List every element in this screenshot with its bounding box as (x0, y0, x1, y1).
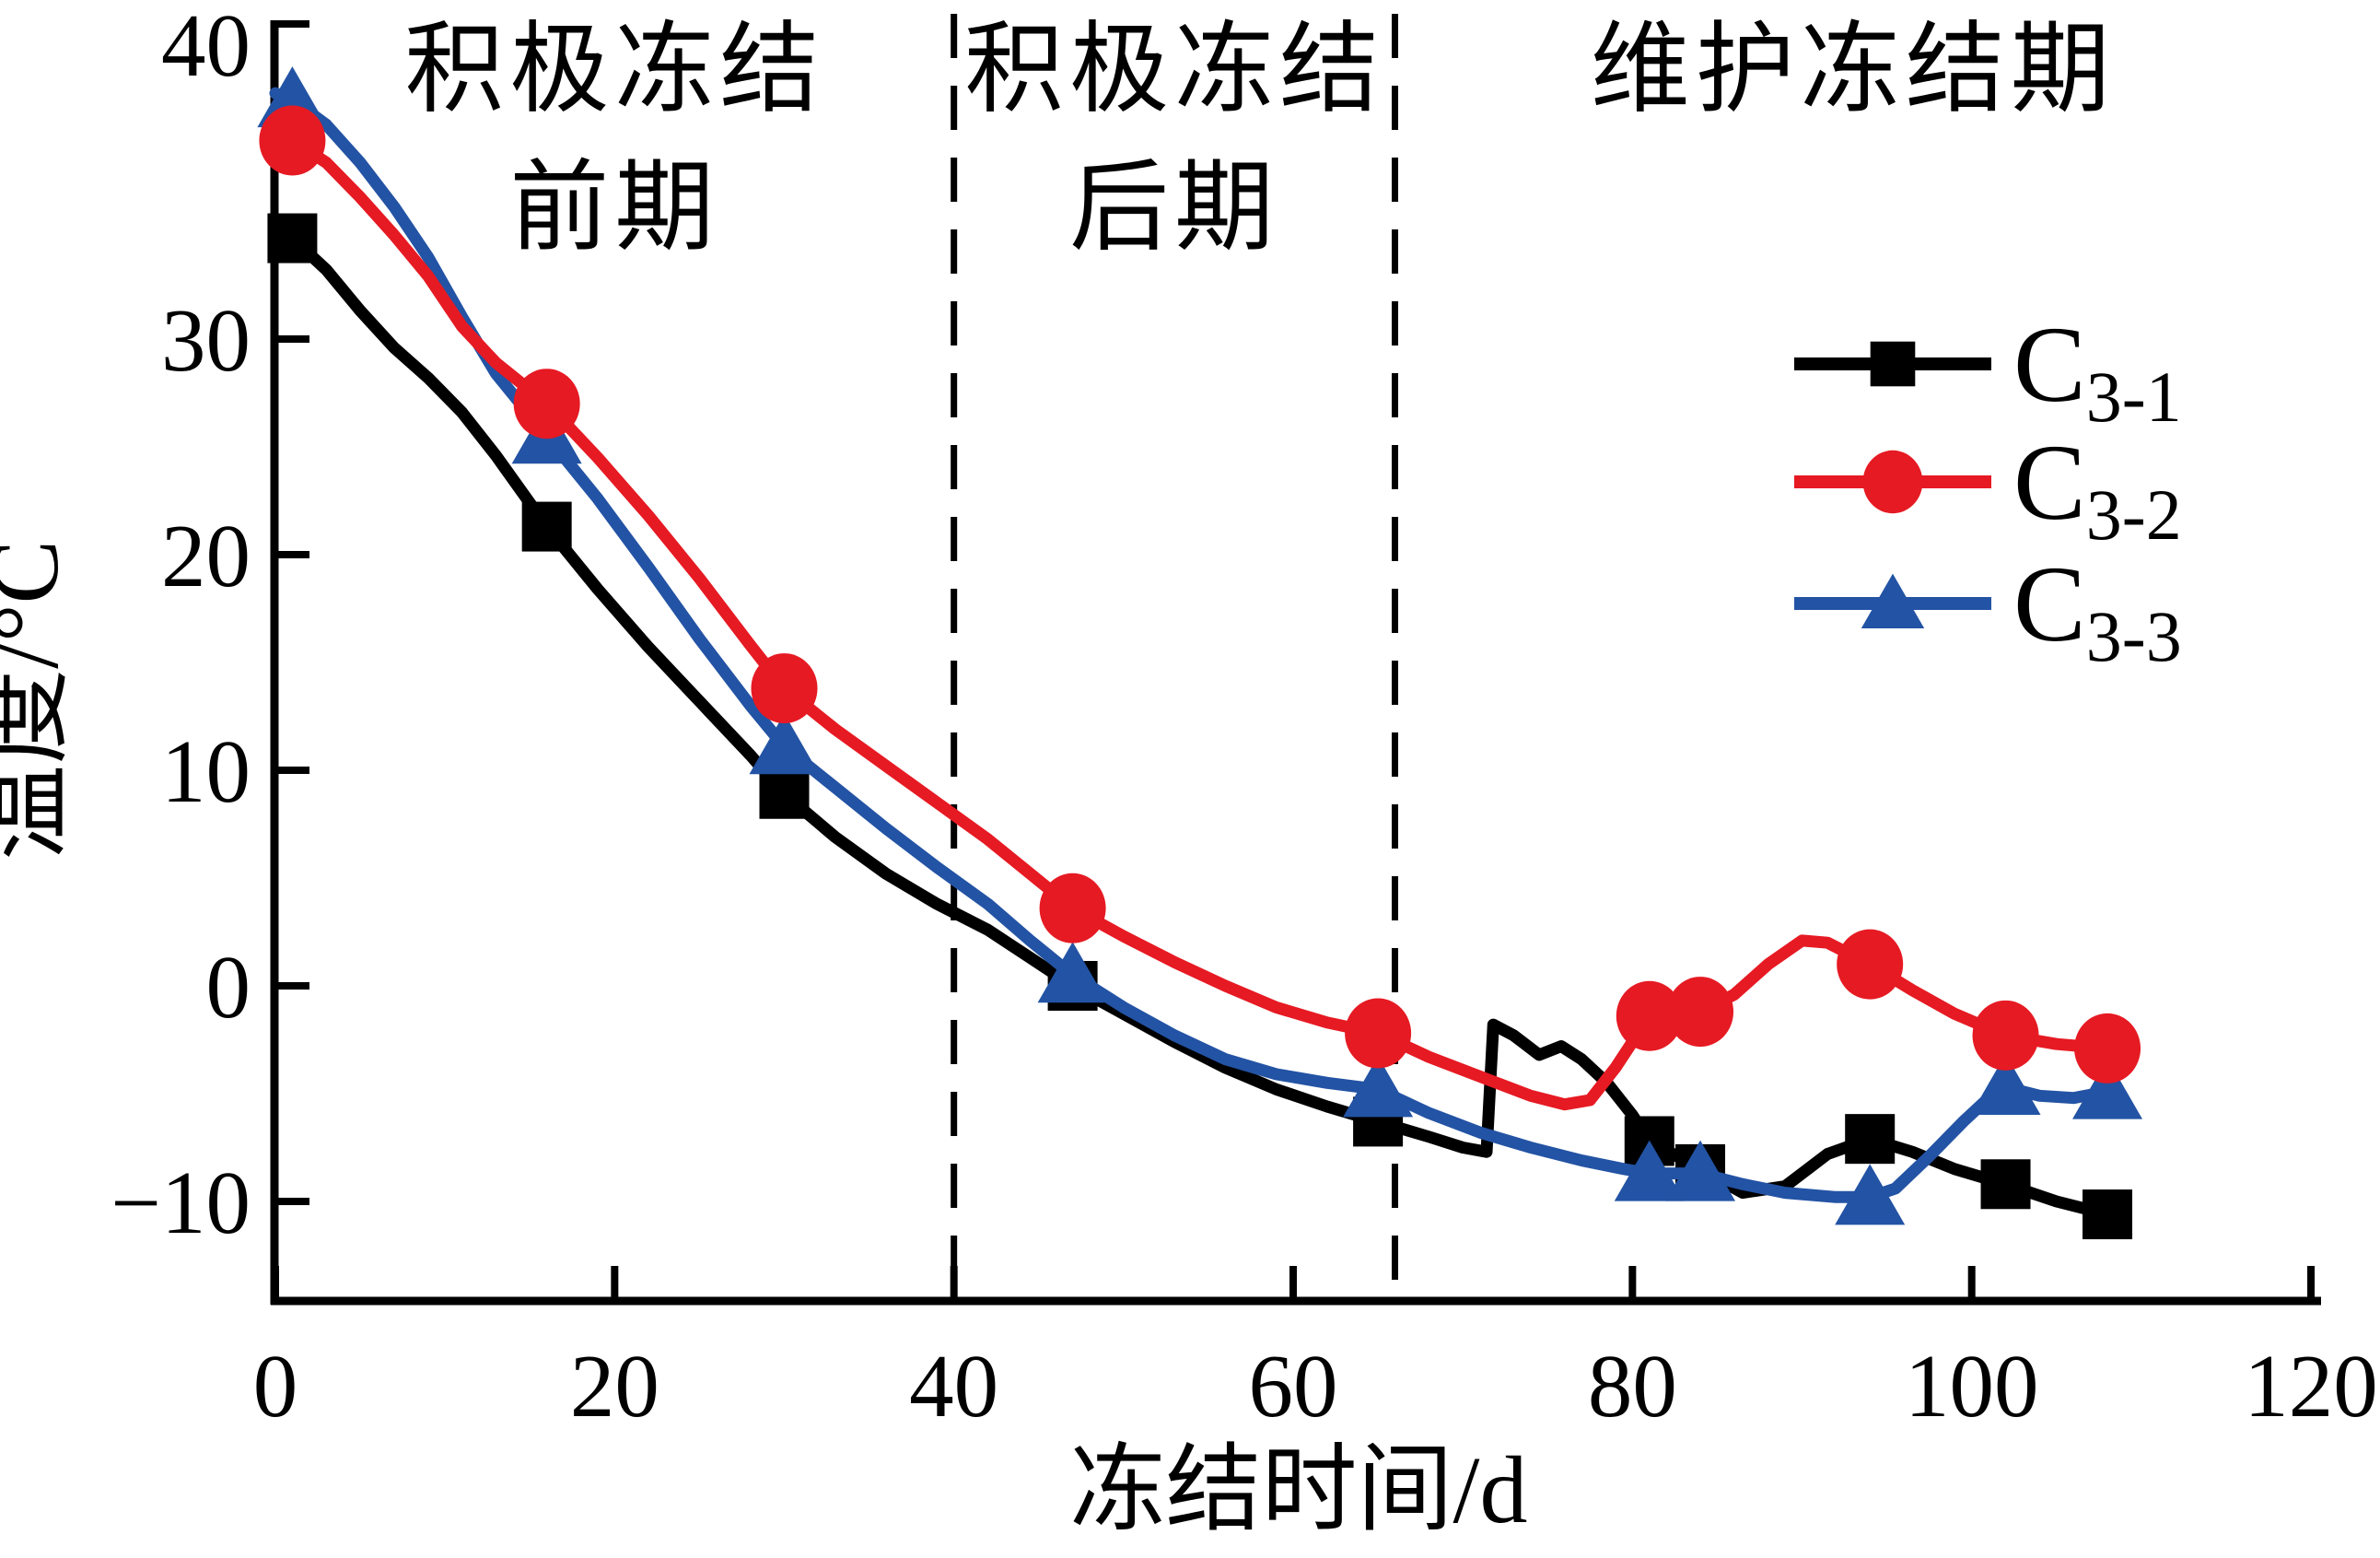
marker-C3-1-0 (267, 213, 318, 264)
marker-C3-3-8 (1970, 1053, 2041, 1115)
x-tick-label-100: 100 (1905, 1337, 2039, 1435)
marker-C3-2-5 (1616, 980, 1683, 1051)
y-tick-label-10: 10 (161, 722, 251, 821)
series-C3-2 (259, 105, 2141, 1111)
marker-C3-2-2 (751, 653, 818, 724)
legend-label-C3-1: C3-1 (2013, 304, 2182, 437)
marker-C3-1-9 (2082, 1189, 2133, 1240)
marker-C3-3-7 (1835, 1164, 1906, 1225)
marker-C3-1-7 (1845, 1114, 1896, 1165)
y-tick-label-0: 0 (206, 938, 251, 1037)
marker-C3-2-0 (259, 105, 326, 176)
legend-label-C3-2: C3-2 (2013, 422, 2182, 555)
marker-C3-3-5 (1614, 1140, 1685, 1201)
marker-C3-3-3 (1037, 942, 1108, 1003)
marker-C3-2-4 (1345, 998, 1412, 1069)
marker-C3-3-2 (749, 713, 820, 775)
marker-C3-2-1 (513, 369, 580, 439)
phase-label-3-line-1: 维护冻结期 (1591, 16, 2116, 125)
y-tick-label-20: 20 (161, 507, 251, 605)
x-tick-label-60: 60 (1249, 1337, 1338, 1435)
y-tick-label-30: 30 (161, 291, 251, 390)
marker-C3-2-7 (1837, 929, 1904, 1000)
phase-label-1-line-2: 前期 (509, 154, 719, 264)
marker-C3-2-6 (1667, 977, 1734, 1048)
marker-C3-2-8 (1972, 1000, 2039, 1071)
phase-label-2-line-1: 积极冻结 (964, 16, 1384, 125)
x-tick-label-120: 120 (2244, 1337, 2378, 1435)
x-tick-label-40: 40 (909, 1337, 998, 1435)
phase-label-2-line-2: 后期 (1069, 154, 1279, 264)
y-axis-title: 温度/°C (0, 540, 78, 861)
legend-marker-C3-3 (1861, 573, 1925, 628)
x-axis-title: 冻结时间/d (1070, 1437, 1528, 1543)
x-tick-label-80: 80 (1588, 1337, 1677, 1435)
legend-marker-C3-2 (1862, 450, 1923, 514)
marker-C3-1-2 (759, 768, 810, 819)
series-line-C3-2 (269, 128, 2114, 1111)
marker-C3-1-8 (1980, 1159, 2031, 1210)
legend-marker-C3-1 (1870, 341, 1916, 387)
y-tick-label-40: 40 (161, 0, 251, 95)
x-tick-label-0: 0 (253, 1337, 298, 1435)
marker-C3-3-4 (1343, 1056, 1414, 1118)
marker-C3-2-3 (1039, 873, 1106, 943)
series-line-C3-3 (269, 87, 2114, 1203)
phase-label-1-line-1: 积极冻结 (404, 16, 824, 125)
legend-label-C3-3: C3-3 (2013, 544, 2182, 676)
legend: C3-1C3-2C3-3 (1794, 304, 2182, 676)
x-tick-label-20: 20 (570, 1337, 659, 1435)
marker-C3-3-9 (2072, 1058, 2143, 1119)
marker-C3-2-9 (2074, 1013, 2141, 1084)
marker-C3-1-1 (521, 501, 572, 552)
marker-C3-3-6 (1665, 1140, 1736, 1201)
y-tick-label--10: −10 (111, 1154, 251, 1252)
